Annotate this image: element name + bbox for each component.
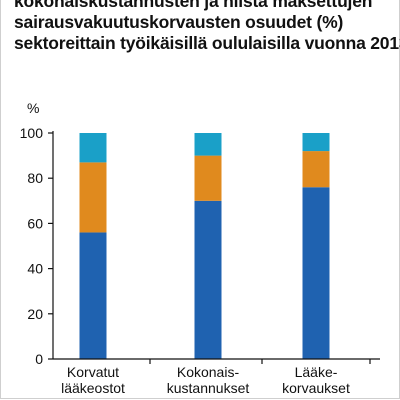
y-tick-label: 100 (20, 125, 44, 141)
bar-segment-3-2 (302, 151, 330, 188)
bar-segment-1-3 (79, 133, 107, 163)
bar-segment-1-2 (79, 162, 107, 233)
category-label: Lääke- (295, 364, 338, 380)
y-tick-label: 60 (27, 215, 43, 231)
title-line-3: sektoreittain työikäisillä oululaisilla … (14, 33, 400, 53)
y-tick-label: 0 (35, 351, 43, 367)
category-label: Kokonais- (177, 364, 240, 380)
chart-title: kokonaiskustannusten ja niistä maksettuj… (14, 0, 400, 54)
bar-segment-3-1 (302, 187, 330, 359)
y-tick-label: 80 (27, 170, 43, 186)
bar-segment-1-1 (79, 232, 107, 359)
bar-segment-2-2 (194, 155, 222, 201)
title-line-2: sairausvakuutuskorvausten osuudet (%) (14, 12, 344, 32)
category-label: Korvatut (67, 364, 119, 380)
y-axis-unit: % (27, 100, 39, 116)
category-label: lääkeostot (61, 380, 125, 396)
y-tick-label: 40 (27, 261, 43, 277)
category-label: kustannukset (167, 380, 250, 396)
bar-segment-3-3 (302, 133, 330, 152)
category-label: korvaukset (282, 380, 350, 396)
bar-segment-2-1 (194, 200, 222, 359)
title-line-1: kokonaiskustannusten ja niistä maksettuj… (14, 0, 373, 11)
y-tick-label: 20 (27, 306, 43, 322)
bar-segment-2-3 (194, 133, 222, 156)
